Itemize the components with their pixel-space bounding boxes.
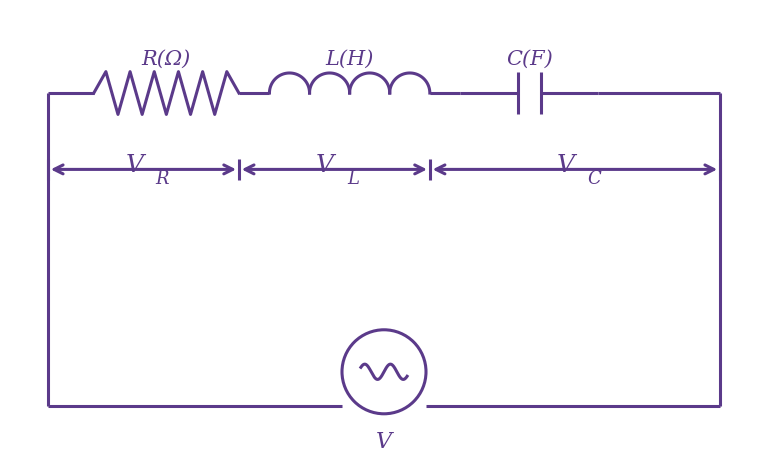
Text: V: V <box>557 154 574 177</box>
Text: L(H): L(H) <box>326 50 374 69</box>
Text: C: C <box>588 170 601 189</box>
Text: R: R <box>156 170 169 189</box>
Text: V: V <box>316 154 334 177</box>
Text: C(F): C(F) <box>506 50 552 69</box>
Text: R(Ω): R(Ω) <box>142 50 191 69</box>
Text: V: V <box>125 154 144 177</box>
Text: V: V <box>376 431 392 453</box>
Text: L: L <box>347 170 359 189</box>
